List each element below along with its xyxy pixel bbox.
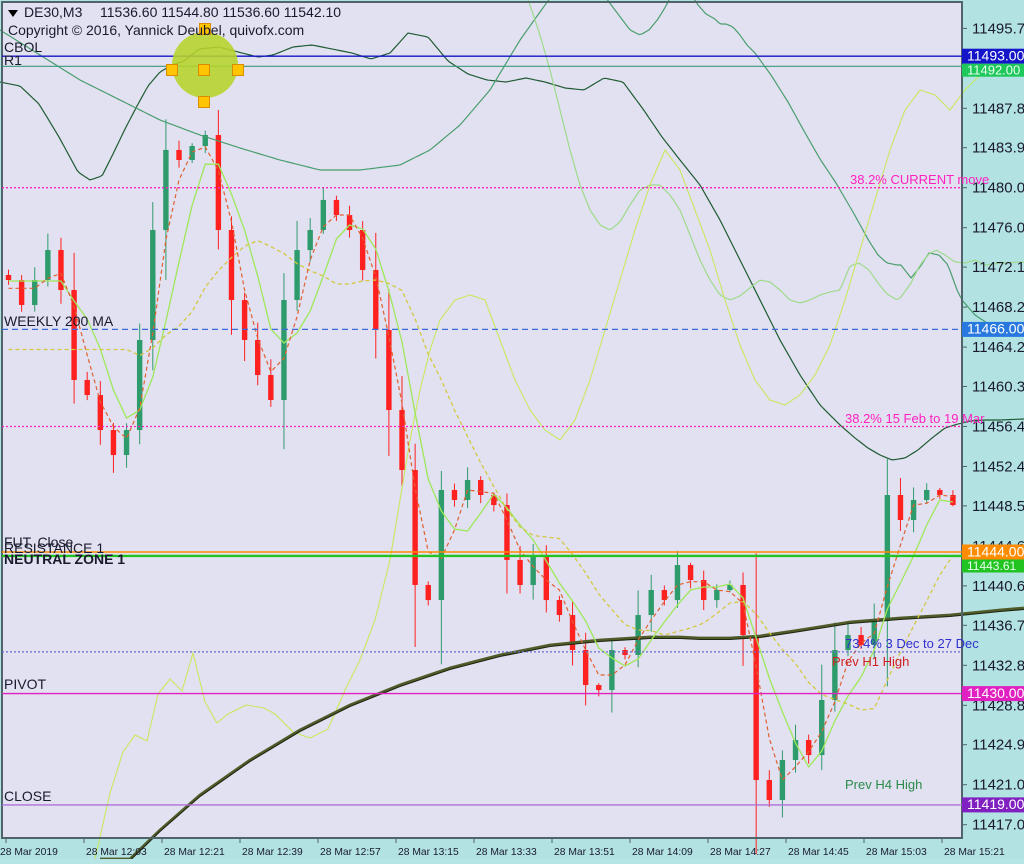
svg-text:28 Mar 13:51: 28 Mar 13:51	[554, 847, 615, 858]
svg-text:11476.05: 11476.05	[972, 220, 1024, 237]
svg-text:11436.75: 11436.75	[972, 617, 1024, 634]
svg-text:11417.05: 11417.05	[972, 817, 1024, 834]
svg-text:11424.95: 11424.95	[972, 737, 1024, 754]
svg-text:Prev H1 High: Prev H1 High	[832, 654, 909, 669]
svg-text:11448.55: 11448.55	[972, 498, 1024, 515]
svg-text:R1: R1	[4, 52, 22, 68]
svg-text:11419.00: 11419.00	[967, 796, 1024, 812]
svg-text:11443.61: 11443.61	[967, 559, 1016, 573]
svg-text:11452.45: 11452.45	[972, 459, 1024, 476]
svg-text:PIVOT: PIVOT	[4, 676, 46, 692]
svg-text:11421.00: 11421.00	[972, 777, 1024, 794]
svg-text:11460.35: 11460.35	[972, 379, 1024, 396]
svg-text:Copyright © 2016, Yannick Deub: Copyright © 2016, Yannick Deubel, quivof…	[8, 22, 304, 38]
svg-text:11468.20: 11468.20	[972, 299, 1024, 316]
svg-text:NEUTRAL ZONE 1: NEUTRAL ZONE 1	[4, 551, 125, 567]
svg-text:28 Mar 12:21: 28 Mar 12:21	[164, 847, 225, 858]
svg-text:38.2% CURRENT move: 38.2% CURRENT move	[850, 172, 989, 187]
svg-text:11430.00: 11430.00	[967, 685, 1024, 701]
svg-text:11472.15: 11472.15	[972, 259, 1024, 276]
svg-text:28 Mar 14:45: 28 Mar 14:45	[788, 847, 849, 858]
svg-text:11444.00: 11444.00	[967, 543, 1024, 559]
svg-text:28 Mar 15:03: 28 Mar 15:03	[866, 847, 927, 858]
svg-text:11492.00: 11492.00	[967, 63, 1020, 78]
svg-text:11483.95: 11483.95	[972, 140, 1024, 157]
svg-text:28 Mar 2019: 28 Mar 2019	[0, 847, 58, 858]
svg-text:11493.00: 11493.00	[967, 48, 1024, 64]
svg-text:73.4% 3 Dec to 27 Dec: 73.4% 3 Dec to 27 Dec	[845, 636, 979, 651]
svg-text:28 Mar 12:57: 28 Mar 12:57	[320, 847, 381, 858]
svg-text:28 Mar 12:03: 28 Mar 12:03	[86, 847, 147, 858]
svg-text:28 Mar 14:27: 28 Mar 14:27	[710, 847, 771, 858]
svg-text:28 Mar 13:33: 28 Mar 13:33	[476, 847, 537, 858]
svg-text:28 Mar 15:21: 28 Mar 15:21	[944, 847, 1005, 858]
svg-text:CLOSE: CLOSE	[4, 788, 51, 804]
svg-text:11440.65: 11440.65	[972, 578, 1024, 595]
svg-text:11464.25: 11464.25	[972, 339, 1024, 356]
svg-text:28 Mar 14:09: 28 Mar 14:09	[632, 847, 693, 858]
svg-text:11487.85: 11487.85	[972, 100, 1024, 117]
svg-text:11495.75: 11495.75	[972, 20, 1024, 37]
svg-text:DE30,M3: DE30,M3	[24, 4, 83, 20]
svg-text:38.2% 15 Feb to 19 Mar: 38.2% 15 Feb to 19 Mar	[845, 411, 985, 426]
svg-text:WEEKLY 200 MA: WEEKLY 200 MA	[4, 313, 114, 329]
svg-text:28 Mar 12:39: 28 Mar 12:39	[242, 847, 303, 858]
svg-text:11466.00: 11466.00	[967, 321, 1024, 337]
svg-text:Prev H4 High: Prev H4 High	[845, 777, 922, 792]
svg-text:28 Mar 13:15: 28 Mar 13:15	[398, 847, 459, 858]
svg-text:11536.60 11544.80 11536.60 115: 11536.60 11544.80 11536.60 11542.10	[100, 4, 341, 20]
svg-text:11432.80: 11432.80	[972, 657, 1024, 674]
